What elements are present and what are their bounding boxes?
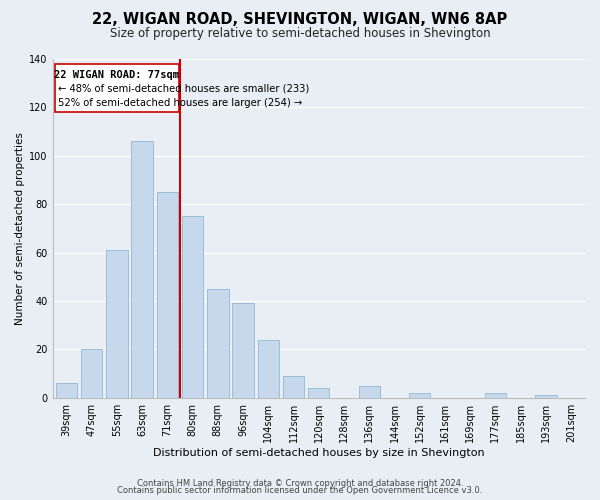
Bar bbox=[207, 289, 229, 398]
Text: ← 48% of semi-detached houses are smaller (233): ← 48% of semi-detached houses are smalle… bbox=[58, 83, 309, 93]
FancyBboxPatch shape bbox=[55, 64, 179, 112]
Bar bbox=[359, 386, 380, 398]
Bar bbox=[232, 304, 254, 398]
Bar bbox=[81, 350, 103, 398]
Bar bbox=[257, 340, 279, 398]
Bar bbox=[106, 250, 128, 398]
Text: Contains HM Land Registry data © Crown copyright and database right 2024.: Contains HM Land Registry data © Crown c… bbox=[137, 478, 463, 488]
Bar bbox=[157, 192, 178, 398]
Text: 22 WIGAN ROAD: 77sqm: 22 WIGAN ROAD: 77sqm bbox=[55, 70, 179, 80]
Y-axis label: Number of semi-detached properties: Number of semi-detached properties bbox=[15, 132, 25, 325]
Text: Size of property relative to semi-detached houses in Shevington: Size of property relative to semi-detach… bbox=[110, 28, 490, 40]
Bar bbox=[409, 393, 430, 398]
Bar bbox=[182, 216, 203, 398]
Bar bbox=[485, 393, 506, 398]
Bar bbox=[535, 396, 557, 398]
Text: Contains public sector information licensed under the Open Government Licence v3: Contains public sector information licen… bbox=[118, 486, 482, 495]
Text: 22, WIGAN ROAD, SHEVINGTON, WIGAN, WN6 8AP: 22, WIGAN ROAD, SHEVINGTON, WIGAN, WN6 8… bbox=[92, 12, 508, 28]
X-axis label: Distribution of semi-detached houses by size in Shevington: Distribution of semi-detached houses by … bbox=[153, 448, 485, 458]
Bar bbox=[283, 376, 304, 398]
Bar bbox=[131, 142, 153, 398]
Text: 52% of semi-detached houses are larger (254) →: 52% of semi-detached houses are larger (… bbox=[58, 98, 302, 108]
Bar bbox=[308, 388, 329, 398]
Bar bbox=[56, 383, 77, 398]
